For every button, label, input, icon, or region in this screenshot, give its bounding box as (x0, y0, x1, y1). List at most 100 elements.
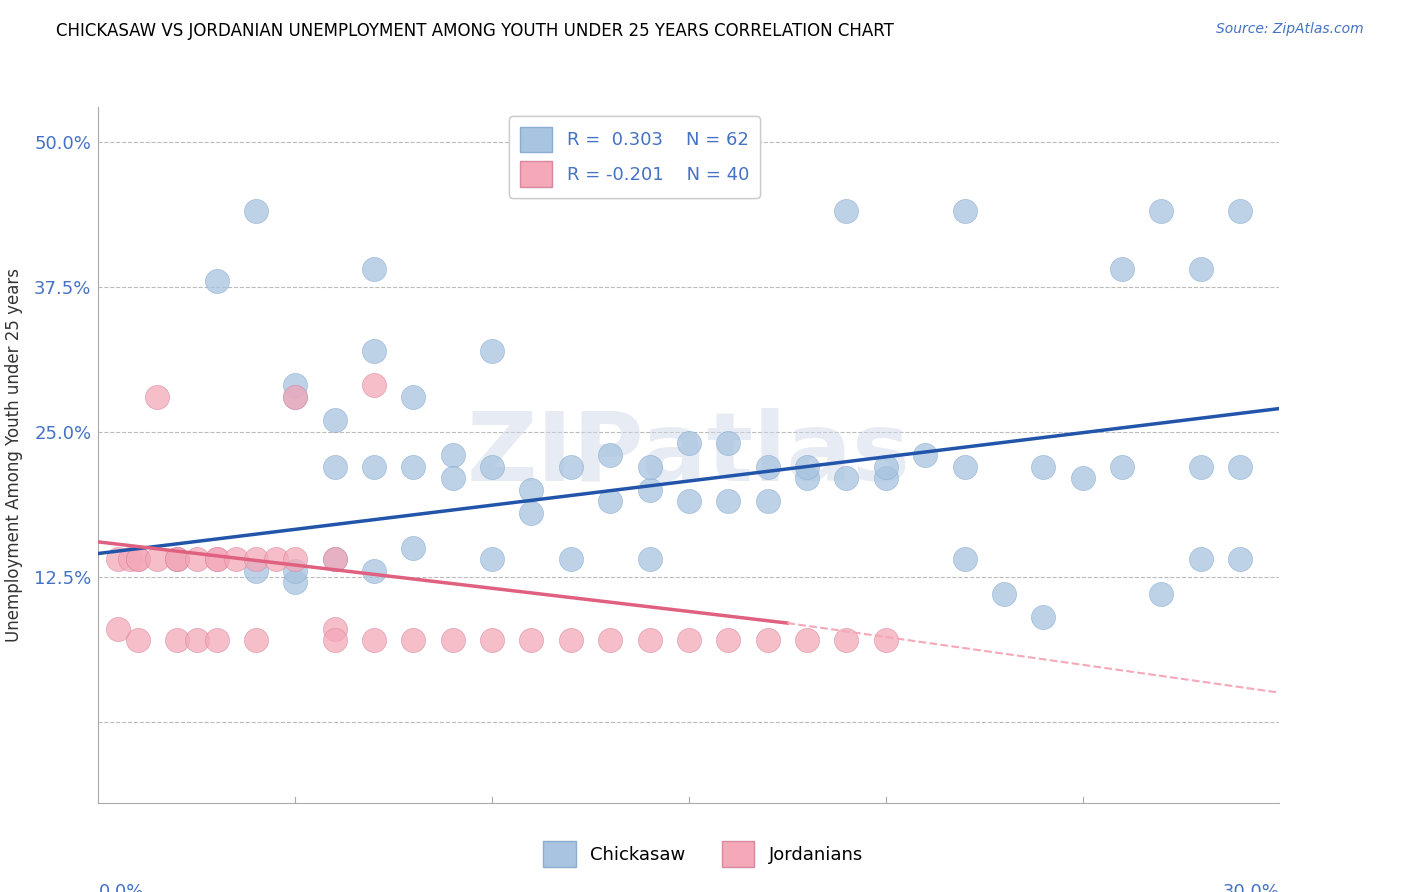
Point (756, 633, 779, 648)
Point (1032, 610, 1054, 624)
Point (323, 413, 346, 427)
Point (678, 436, 700, 450)
Point (402, 459, 425, 474)
Point (166, 552, 188, 566)
Point (756, 494, 779, 508)
Point (717, 436, 740, 450)
Point (1229, 459, 1251, 474)
Text: ZIPatlas: ZIPatlas (467, 409, 911, 501)
Point (363, 633, 385, 648)
Point (323, 622, 346, 636)
Point (284, 378, 307, 392)
Point (560, 459, 582, 474)
Point (146, 390, 169, 404)
Point (363, 262, 385, 277)
Point (638, 459, 661, 474)
Point (402, 633, 425, 648)
Point (953, 552, 976, 566)
Point (146, 552, 169, 566)
Point (186, 633, 208, 648)
Point (638, 483, 661, 497)
Point (1150, 204, 1173, 219)
Point (284, 564, 307, 578)
Point (678, 633, 700, 648)
Point (875, 459, 897, 474)
Point (520, 506, 543, 520)
Point (796, 471, 818, 485)
Point (993, 587, 1015, 601)
Point (245, 204, 267, 219)
Point (245, 564, 267, 578)
Point (363, 459, 385, 474)
Point (1229, 552, 1251, 566)
Point (953, 459, 976, 474)
Point (166, 552, 188, 566)
Y-axis label: Unemployment Among Youth under 25 years: Unemployment Among Youth under 25 years (6, 268, 22, 642)
Text: 0.0%: 0.0% (98, 883, 143, 892)
Point (205, 274, 228, 288)
Point (481, 633, 503, 648)
Point (205, 633, 228, 648)
Point (107, 622, 129, 636)
Text: 30.0%: 30.0% (1223, 883, 1279, 892)
Point (245, 633, 267, 648)
Point (520, 633, 543, 648)
Point (717, 633, 740, 648)
Point (1189, 459, 1212, 474)
Point (560, 552, 582, 566)
Point (678, 494, 700, 508)
Point (717, 494, 740, 508)
Point (481, 552, 503, 566)
Point (284, 390, 307, 404)
Point (205, 552, 228, 566)
Point (481, 343, 503, 358)
Point (166, 552, 188, 566)
Point (481, 459, 503, 474)
Point (127, 633, 149, 648)
Point (1111, 262, 1133, 277)
Point (953, 204, 976, 219)
Point (520, 483, 543, 497)
Point (835, 204, 858, 219)
Point (323, 552, 346, 566)
Point (363, 378, 385, 392)
Point (1071, 471, 1094, 485)
Point (225, 552, 247, 566)
Point (1032, 459, 1054, 474)
Point (323, 459, 346, 474)
Point (1229, 204, 1251, 219)
Point (796, 459, 818, 474)
Point (127, 552, 149, 566)
Point (284, 552, 307, 566)
Point (875, 633, 897, 648)
Point (560, 633, 582, 648)
Point (127, 552, 149, 566)
Point (441, 633, 464, 648)
Point (186, 552, 208, 566)
Point (756, 459, 779, 474)
Point (402, 541, 425, 555)
Point (402, 390, 425, 404)
Point (107, 552, 129, 566)
Point (875, 471, 897, 485)
Point (205, 552, 228, 566)
Text: CHICKASAW VS JORDANIAN UNEMPLOYMENT AMONG YOUTH UNDER 25 YEARS CORRELATION CHART: CHICKASAW VS JORDANIAN UNEMPLOYMENT AMON… (56, 22, 894, 40)
Point (835, 471, 858, 485)
Point (264, 552, 287, 566)
Point (245, 552, 267, 566)
Point (599, 633, 621, 648)
Point (441, 471, 464, 485)
Point (1111, 459, 1133, 474)
Point (599, 494, 621, 508)
Point (796, 633, 818, 648)
Point (638, 633, 661, 648)
Point (323, 633, 346, 648)
Legend: Chickasaw, Jordanians: Chickasaw, Jordanians (536, 834, 870, 874)
Point (1189, 552, 1212, 566)
Point (1150, 587, 1173, 601)
Point (166, 633, 188, 648)
Point (118, 552, 141, 566)
Point (1189, 262, 1212, 277)
Text: Source: ZipAtlas.com: Source: ZipAtlas.com (1216, 22, 1364, 37)
Point (363, 343, 385, 358)
